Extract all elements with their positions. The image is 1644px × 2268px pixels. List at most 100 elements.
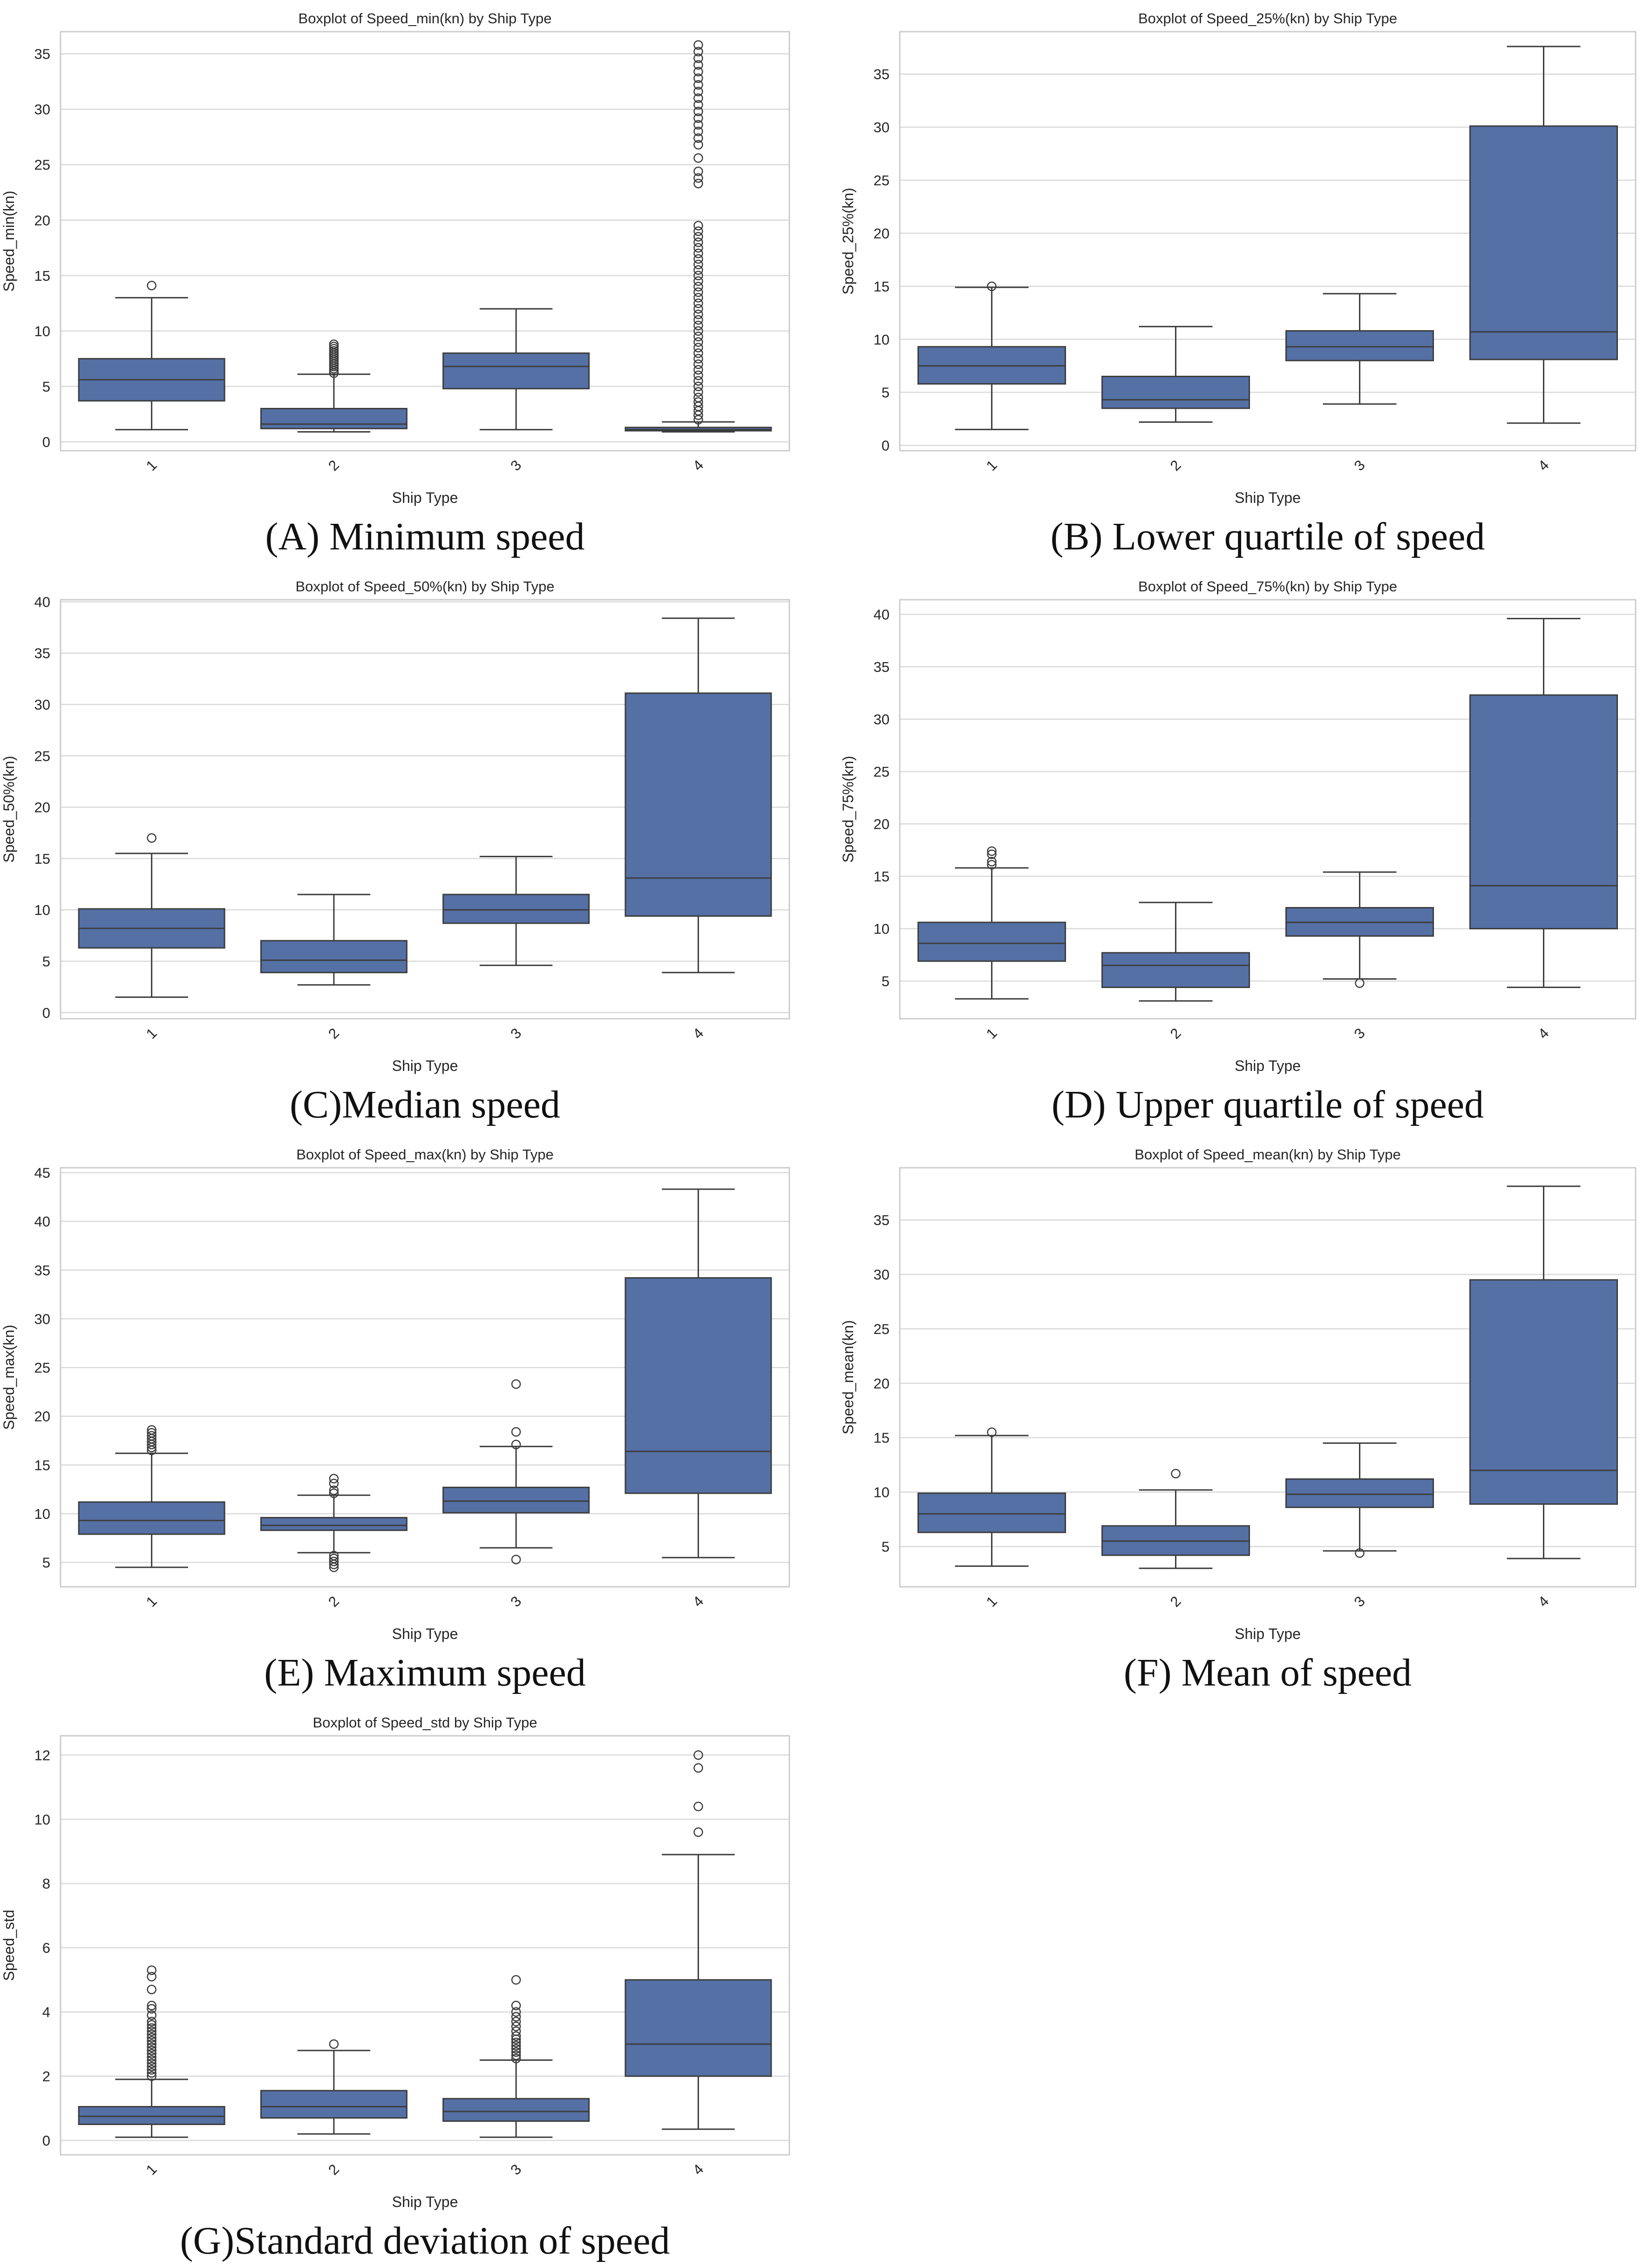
outlier-point [511, 2012, 521, 2022]
outlier-point [511, 2047, 521, 2057]
box-iqr [1285, 330, 1434, 361]
chart-panel: 5 10 15 20 25 30 35 1 2 3 4 Boxplot of Speed_mean(k… [840, 1146, 1637, 1694]
outlier-point [693, 387, 703, 397]
y-tick-label: 8 [42, 1875, 50, 1892]
outlier-point [1355, 978, 1365, 988]
box-iqr [1101, 952, 1250, 988]
box-iqr [442, 1487, 590, 1514]
figure-caption: (G)Standard deviation of speed [180, 2219, 670, 2262]
box-iqr [1101, 376, 1250, 409]
y-tick-label: 30 [34, 102, 50, 118]
outlier-point [693, 1827, 703, 1837]
y-tick-label: 15 [874, 1430, 890, 1446]
outlier-point [147, 280, 156, 291]
outlier-point [987, 857, 997, 867]
box-group [917, 1427, 1066, 1567]
y-tick-label: 25 [34, 1360, 50, 1376]
outlier-point [147, 2023, 156, 2033]
outlier-point [693, 232, 703, 242]
outlier-point [693, 133, 703, 143]
outlier-point [147, 2001, 156, 2011]
outlier-point [1171, 1469, 1181, 1479]
y-tick-label: 15 [874, 868, 890, 885]
outlier-point [693, 127, 703, 136]
outlier-point [693, 237, 703, 247]
box-group [78, 833, 225, 998]
x-axis-label: Ship Type [1235, 1625, 1301, 1642]
outlier-point [147, 1965, 156, 1975]
y-tick-label: 15 [34, 1457, 50, 1473]
x-tick-label: 3 [507, 1593, 524, 1610]
outlier-point [693, 87, 703, 96]
y-tick-label: 25 [34, 157, 50, 173]
outlier-point [329, 1554, 339, 1564]
outlier-point [693, 326, 703, 336]
x-tick-label: 4 [690, 1593, 707, 1610]
y-tick-label: 0 [42, 434, 50, 450]
y-tick-label: 10 [34, 1506, 50, 1522]
box-group [1101, 325, 1250, 423]
outlier-point [511, 2044, 521, 2054]
outlier-point [147, 2030, 156, 2039]
box-group [442, 1379, 590, 1564]
y-tick-label: 5 [42, 1555, 50, 1571]
y-tick-label: 0 [882, 438, 890, 454]
x-axis-label: Ship Type [392, 1057, 458, 1074]
outlier-point [511, 1379, 521, 1389]
outlier-point [693, 113, 703, 123]
outlier-point [693, 365, 703, 375]
outlier-point [693, 343, 703, 352]
outlier-point [693, 320, 703, 331]
plot-frame [60, 1167, 790, 1588]
outlier-point [147, 1984, 156, 1995]
y-tick-label: 10 [874, 332, 890, 348]
x-axis-label: Ship Type [392, 2194, 458, 2210]
outlier-point [693, 293, 703, 303]
outlier-point [147, 2071, 156, 2081]
chart-panel: 5 10 15 20 25 30 35 40 1 2 3 4 Boxplot of Speed_75%(… [840, 578, 1637, 1126]
box-iqr [1469, 1279, 1618, 1505]
outlier-point [693, 381, 703, 392]
box-group [625, 1188, 772, 1558]
y-tick-label: 25 [34, 748, 50, 764]
outlier-point [511, 2038, 521, 2047]
outlier-point [693, 153, 703, 163]
box-group [442, 855, 590, 966]
y-tick-label: 5 [882, 385, 890, 401]
box-group [260, 894, 408, 986]
outlier-point [147, 2049, 156, 2059]
y-axis-label: Speed_50%(kn) [0, 756, 17, 862]
chart-title: Boxplot of Speed_75%(kn) by Ship Type [1138, 578, 1397, 595]
chart-panel: 0 5 10 15 20 25 30 35 1 2 3 4 Boxplot of Speed_min(k… [0, 10, 790, 558]
x-tick-label: 2 [325, 1593, 342, 1610]
box-iqr [260, 2090, 408, 2119]
y-tick-label: 40 [874, 607, 890, 623]
x-tick-label: 2 [325, 2161, 342, 2178]
outlier-point [511, 1440, 521, 1449]
box-iqr [260, 1517, 408, 1531]
outlier-point [147, 2062, 156, 2072]
outlier-point [511, 2041, 521, 2051]
outlier-point [329, 1488, 339, 1498]
box-group [260, 1474, 408, 1572]
outlier-point [693, 287, 703, 297]
x-tick-label: 3 [507, 1025, 524, 1042]
outlier-point [693, 1763, 703, 1773]
x-tick-label: 3 [507, 2161, 524, 2178]
plot-frame [899, 31, 1637, 452]
outlier-point [693, 265, 703, 275]
y-tick-label: 35 [34, 645, 50, 662]
outlier-point [693, 259, 703, 270]
chart-panel: 0 5 10 15 20 25 30 35 40 1 2 3 4 Boxplot of Speed_50%… [0, 578, 790, 1126]
box-group [917, 281, 1066, 430]
y-tick-label: 20 [874, 225, 890, 242]
outlier-point [147, 2017, 156, 2027]
outlier-point [329, 1478, 339, 1489]
y-tick-label: 10 [874, 1484, 890, 1501]
y-axis-label: Speed_25%(kn) [840, 188, 856, 294]
box-group [78, 280, 225, 431]
y-tick-label: 30 [874, 711, 890, 728]
box-iqr [78, 1501, 225, 1535]
outlier-point [693, 67, 703, 76]
